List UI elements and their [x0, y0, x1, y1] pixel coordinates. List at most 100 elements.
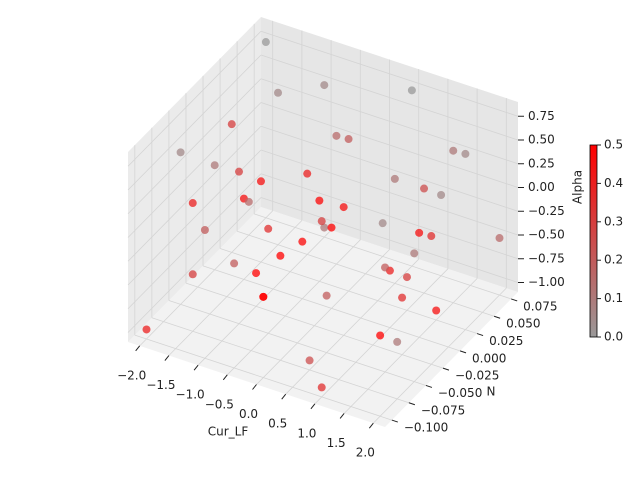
tick-mark	[442, 367, 450, 371]
point	[420, 184, 429, 193]
grid-line	[151, 317, 409, 404]
point	[332, 131, 341, 140]
grid-line	[127, 173, 262, 310]
point	[317, 217, 326, 226]
colorbar-tick-label: 0.2	[604, 253, 623, 267]
x-tick-label: −1.0	[176, 388, 205, 402]
colorbar	[589, 144, 598, 338]
colorbar-tick-label: 0.5	[604, 138, 623, 152]
grid-line	[285, 258, 419, 395]
x-tick-label: 1.0	[297, 426, 316, 440]
grid-line	[237, 230, 495, 317]
grid-line	[168, 300, 427, 386]
point	[398, 293, 407, 302]
grid-line	[219, 248, 478, 334]
grid-line	[127, 30, 262, 167]
tick-mark	[281, 393, 287, 400]
x-tick-label: 0.5	[268, 417, 287, 431]
tick-mark	[425, 384, 433, 388]
colorbar-tick-label: 0.1	[604, 291, 623, 305]
grid-line	[134, 334, 392, 421]
z-tick-label: 0.00	[528, 180, 555, 194]
point	[188, 270, 197, 279]
z-tick-label: −0.25	[528, 204, 565, 218]
point	[381, 263, 390, 272]
point	[230, 259, 239, 268]
point	[427, 232, 436, 241]
z-tick-label: −0.50	[528, 228, 565, 242]
grid-line	[127, 102, 262, 238]
point	[320, 223, 329, 232]
point	[320, 81, 329, 90]
z-tick-label: 0.50	[528, 133, 555, 147]
y-axis-label: N	[487, 385, 496, 399]
z-tick-label: −1.00	[528, 275, 565, 289]
tick-mark	[193, 364, 199, 371]
y-tick-label: −0.100	[404, 421, 448, 435]
grid-line	[139, 210, 273, 347]
tick-mark	[310, 403, 316, 410]
tick-mark	[408, 402, 416, 406]
point	[274, 88, 283, 97]
grid-line	[127, 125, 262, 262]
point	[390, 174, 399, 183]
point	[305, 356, 314, 365]
grid-line	[260, 197, 519, 283]
point	[298, 237, 307, 246]
grid-line	[227, 239, 361, 376]
grid-line	[256, 249, 390, 385]
tick-mark	[135, 345, 141, 352]
y-tick-label: 0.050	[506, 317, 540, 331]
point	[344, 135, 353, 144]
grid-line	[185, 282, 444, 369]
z-tick-label: −0.75	[528, 251, 565, 265]
point	[235, 167, 244, 176]
point	[317, 383, 326, 392]
colorbar-tick-label: 0.0	[604, 330, 623, 344]
y-tick-label: 0.025	[489, 334, 523, 348]
x-axis-label: Cur_LF	[208, 425, 249, 439]
point	[264, 224, 273, 233]
x-tick-label: 2.0	[356, 446, 375, 460]
point	[432, 306, 441, 315]
point	[210, 161, 219, 170]
point	[495, 234, 504, 243]
grid-line	[127, 54, 262, 191]
point	[142, 325, 151, 334]
point	[176, 148, 185, 157]
point	[256, 177, 265, 186]
point	[378, 219, 387, 228]
pane	[128, 17, 261, 342]
point	[227, 120, 236, 129]
point	[461, 149, 470, 158]
y-tick-label: 0.075	[523, 299, 557, 313]
point	[402, 273, 411, 282]
tick-mark	[164, 355, 170, 361]
grid-line	[168, 220, 303, 356]
tick-mark	[339, 413, 345, 419]
tick-mark	[391, 419, 398, 423]
y-tick-label: −0.025	[455, 369, 499, 383]
x-tick-label: −2.0	[117, 368, 146, 382]
grid-line	[202, 265, 461, 352]
grid-line	[260, 54, 519, 141]
point	[244, 197, 253, 206]
tick-mark	[459, 350, 467, 354]
x-tick-label: −1.5	[146, 378, 175, 392]
grid-line	[260, 78, 519, 165]
tick-mark	[511, 298, 518, 302]
colorbar-tick-label: 0.3	[604, 214, 623, 228]
point	[259, 292, 268, 301]
y-tick-label: −0.050	[438, 386, 482, 400]
grid-line	[260, 149, 519, 236]
point	[252, 269, 261, 278]
point	[200, 226, 209, 235]
tick-mark	[222, 374, 228, 381]
point	[327, 223, 336, 232]
grid-line	[373, 287, 507, 424]
point	[339, 203, 348, 212]
y-tick-label: 0.000	[472, 351, 506, 365]
grid-line	[260, 102, 519, 188]
x-tick-label: 0.0	[239, 407, 258, 421]
